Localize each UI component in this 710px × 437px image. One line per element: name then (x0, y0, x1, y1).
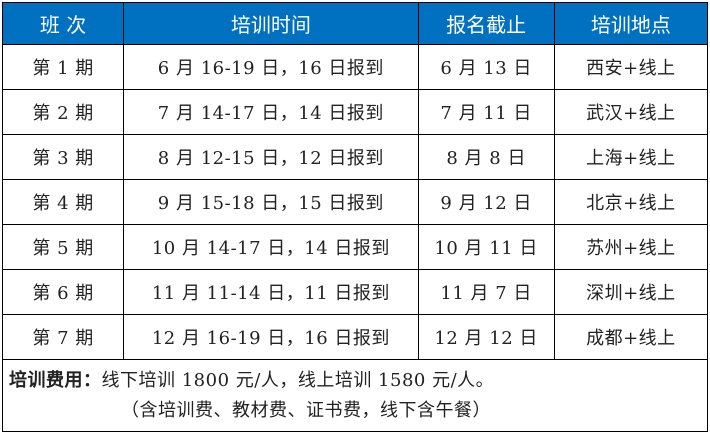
fee-line1: 线下培训 1800 元/人，线上培训 1580 元/人。 (101, 369, 495, 391)
cell-time: 7 月 14-17 日，14 日报到 (123, 89, 419, 135)
fee-row: 培训费用：线下培训 1800 元/人，线上培训 1580 元/人。 （含培训费、… (2, 359, 708, 432)
cell-location: 武汉+线上 (553, 89, 709, 135)
cell-class: 第 7 期 (1, 314, 125, 360)
cell-deadline: 6 月 13 日 (417, 44, 555, 90)
cell-location: 北京+线上 (553, 179, 709, 225)
cell-deadline: 11 月 7 日 (417, 269, 555, 315)
cell-time: 11 月 11-14 日，11 日报到 (123, 269, 419, 315)
header-deadline: 报名截止 (417, 2, 555, 45)
header-class: 班 次 (1, 2, 125, 45)
cell-location: 上海+线上 (553, 134, 709, 180)
header-time: 培训时间 (123, 2, 419, 45)
cell-class: 第 3 期 (1, 134, 125, 180)
cell-location: 苏州+线上 (553, 224, 709, 270)
table-row: 第 5 期 10 月 14-17 日，14 日报到 10 月 11 日苏州+线上 (1, 224, 709, 270)
cell-class: 第 5 期 (1, 224, 125, 270)
header-location: 培训地点 (553, 2, 709, 45)
cell-class: 第 6 期 (1, 269, 125, 315)
table-row: 第 6 期 11 月 11-14 日，11 日报到 11 月 7 日深圳+线上 (1, 269, 709, 315)
table-row: 第 7 期 12 月 16-19 日，16 日报到 12 月 12 日成都+线上 (1, 314, 709, 360)
cell-time: 6 月 16-19 日，16 日报到 (123, 44, 419, 90)
header-row: 班 次 培训时间 报名截止 培训地点 (1, 2, 709, 45)
cell-class: 第 2 期 (1, 89, 125, 135)
cell-deadline: 7 月 11 日 (417, 89, 555, 135)
cell-class: 第 4 期 (1, 179, 125, 225)
cell-deadline: 12 月 12 日 (417, 314, 555, 360)
cell-location: 深圳+线上 (553, 269, 709, 315)
cell-time: 8 月 12-15 日，12 日报到 (123, 134, 419, 180)
cell-time: 10 月 14-17 日，14 日报到 (123, 224, 419, 270)
fee-cell: 培训费用：线下培训 1800 元/人，线上培训 1580 元/人。 （含培训费、… (2, 359, 708, 432)
cell-deadline: 9 月 12 日 (417, 179, 555, 225)
cell-deadline: 8 月 8 日 (417, 134, 555, 180)
cell-class: 第 1 期 (1, 44, 125, 90)
cell-location: 成都+线上 (553, 314, 709, 360)
cell-time: 9 月 15-18 日，15 日报到 (123, 179, 419, 225)
cell-time: 12 月 16-19 日，16 日报到 (123, 314, 419, 360)
cell-location: 西安+线上 (553, 44, 709, 90)
cell-deadline: 10 月 11 日 (417, 224, 555, 270)
fee-label: 培训费用： (9, 369, 102, 391)
fee-line2: （含培训费、教材费、证书费，线下含午餐） (121, 399, 491, 421)
